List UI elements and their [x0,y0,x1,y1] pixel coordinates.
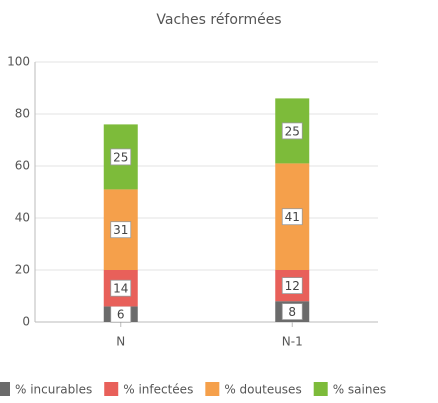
data-label: 12 [285,279,300,293]
y-tick-label: 40 [15,211,30,225]
y-tick-label: 80 [15,107,30,121]
data-label-box [110,221,132,239]
legend-swatch [313,382,328,396]
y-tick-label: 60 [15,159,30,173]
legend-label: % incurables [15,383,92,397]
y-tick-label: 0 [22,315,30,329]
data-label: 31 [113,223,128,237]
legend-swatch [0,382,10,396]
x-tick-label: N-1 [282,335,303,349]
x-tick-label: N [116,335,125,349]
legend-label: % infectées [123,383,193,397]
data-label-box [281,208,303,226]
data-label: 25 [113,150,128,164]
data-label-box [281,122,303,140]
data-label: 25 [285,124,300,138]
data-label-box [110,279,132,297]
data-label: 6 [117,308,125,322]
y-tick-label: 100 [7,55,30,69]
y-tick-label: 20 [15,263,30,277]
data-label-box [281,277,303,295]
legend-swatch [205,382,220,396]
legend-label: % douteuses [224,383,301,397]
chart-title: Vaches réformées [156,12,281,28]
data-label-box [281,303,303,321]
data-label: 14 [113,282,128,296]
legend-swatch [104,382,119,396]
data-label: 8 [288,305,296,319]
data-label: 41 [285,210,300,224]
data-label-box [110,148,132,166]
legend-label: % saines [333,383,386,397]
